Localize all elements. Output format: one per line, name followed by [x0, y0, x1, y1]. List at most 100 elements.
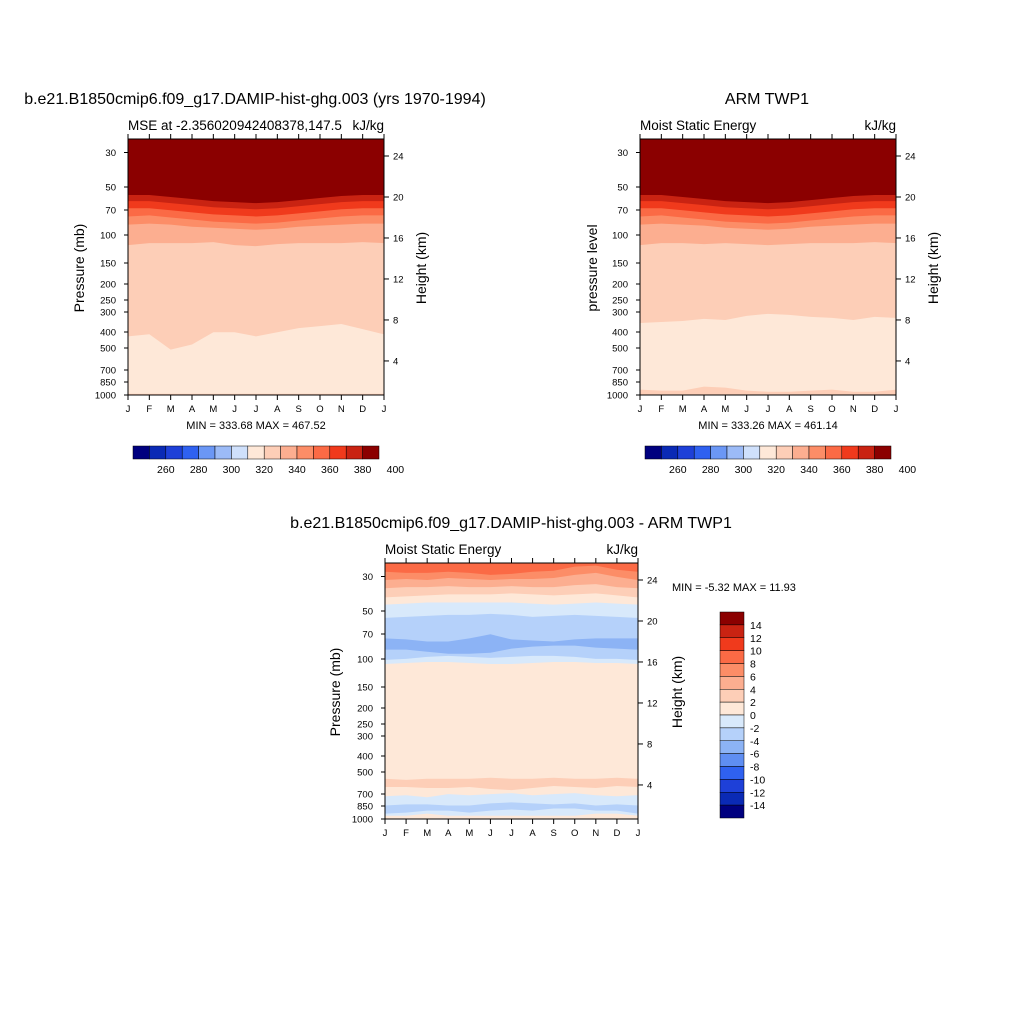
- y-tick-label: 1000: [95, 391, 116, 402]
- colorbar-swatch: [874, 445, 892, 460]
- panel-units-label: kJ/kg: [606, 542, 638, 557]
- colorbar-swatch: [231, 445, 249, 460]
- colorbar-swatch: [719, 611, 745, 626]
- y-right-tick-label: 16: [905, 233, 916, 244]
- colorbar-swatch: [329, 445, 347, 460]
- x-tick-label: J: [744, 404, 749, 415]
- y-tick-label: 30: [362, 572, 373, 583]
- x-tick-label: M: [209, 404, 217, 415]
- x-tick-label: N: [338, 404, 345, 415]
- y-right-tick-label: 12: [393, 274, 404, 285]
- colorbar-swatch: [181, 445, 199, 460]
- colorbar-swatch: [775, 445, 793, 460]
- y-tick-label: 100: [357, 655, 373, 666]
- x-tick-label: M: [167, 404, 175, 415]
- colorbar-swatch: [313, 445, 331, 460]
- colorbar-label: 2: [750, 697, 756, 709]
- colorbar-swatch: [710, 445, 728, 460]
- y-tick-label: 100: [612, 231, 628, 242]
- colorbar-swatch: [362, 445, 380, 460]
- x-tick-label: A: [189, 404, 196, 415]
- colorbar-label: 400: [387, 464, 405, 476]
- contour-band-17: [385, 563, 638, 575]
- colorbar-label: 320: [255, 464, 273, 476]
- y-axis-label: pressure level: [584, 224, 600, 311]
- colorbar-swatch: [719, 637, 745, 651]
- x-tick-label: J: [894, 404, 899, 415]
- colorbar-swatch: [296, 445, 314, 460]
- colorbar-swatch: [198, 445, 216, 460]
- colorbar-swatch: [719, 740, 745, 754]
- x-tick-label: J: [382, 404, 387, 415]
- min-max-label: MIN = 333.68 MAX = 467.52: [186, 420, 325, 432]
- colorbar-swatch: [719, 676, 745, 690]
- y-right-tick-label: 4: [905, 356, 910, 367]
- x-tick-label: J: [766, 404, 771, 415]
- colorbar: 260 280 300 320 340 360 380 400: [644, 445, 917, 476]
- colorbar-swatch: [719, 727, 745, 741]
- colorbar-label: -8: [750, 762, 759, 774]
- colorbar-swatch: [719, 663, 745, 677]
- colorbar-label: 6: [750, 671, 756, 683]
- contour-band-8: [128, 139, 384, 204]
- y-right-tick-label: 24: [905, 151, 916, 162]
- min-max-label: MIN = 333.26 MAX = 461.14: [698, 420, 837, 432]
- colorbar-swatch: [345, 445, 363, 460]
- colorbar-label: 380: [866, 464, 884, 476]
- y-right-tick-label: 24: [393, 151, 404, 162]
- y-tick-label: 250: [100, 295, 116, 306]
- colorbar-swatch: [719, 701, 745, 716]
- y-right-tick-label: 20: [647, 616, 658, 627]
- colorbar-swatch: [719, 624, 745, 638]
- y-axis-right-label: Height (km): [413, 232, 429, 304]
- y-tick-label: 500: [612, 343, 628, 354]
- y-tick-label: 200: [100, 279, 116, 290]
- colorbar-label: 320: [767, 464, 785, 476]
- x-tick-label: A: [445, 828, 452, 839]
- y-right-tick-label: 16: [647, 657, 658, 668]
- y-tick-label: 850: [100, 377, 116, 388]
- y-tick-label: 700: [612, 365, 628, 376]
- colorbar: 260 280 300 320 340 360 380 400: [132, 445, 405, 476]
- x-tick-label: S: [550, 828, 556, 839]
- colorbar-swatch: [857, 445, 875, 460]
- colorbar-label: 12: [750, 633, 762, 645]
- y-tick-label: 150: [357, 683, 373, 694]
- colorbar-swatch: [247, 445, 265, 460]
- y-tick-label: 70: [362, 629, 373, 640]
- y-right-tick-label: 12: [647, 698, 658, 709]
- panel-title: b.e21.B1850cmip6.f09_g17.DAMIP-hist-ghg.…: [290, 515, 732, 532]
- colorbar-swatch: [719, 766, 745, 780]
- colorbar-label: 14: [750, 620, 762, 632]
- colorbar-swatch: [165, 445, 183, 460]
- x-tick-label: A: [529, 828, 536, 839]
- y-tick-label: 400: [612, 327, 628, 338]
- colorbar-label: -12: [750, 787, 765, 799]
- y-right-tick-label: 12: [905, 274, 916, 285]
- y-tick-label: 700: [100, 365, 116, 376]
- colorbar-label: 400: [899, 464, 917, 476]
- y-tick-label: 30: [105, 148, 116, 159]
- colorbar-swatch: [759, 445, 777, 460]
- contour-band-8: [640, 139, 896, 204]
- y-tick-label: 150: [612, 259, 628, 270]
- x-tick-label: N: [592, 828, 599, 839]
- x-tick-label: M: [465, 828, 473, 839]
- panel-units-label: kJ/kg: [352, 118, 384, 133]
- y-tick-label: 300: [100, 308, 116, 319]
- colorbar-swatch: [214, 445, 232, 460]
- colorbar-swatch: [263, 445, 281, 460]
- x-tick-label: M: [721, 404, 729, 415]
- colorbar-swatch: [719, 650, 745, 664]
- y-tick-label: 500: [100, 343, 116, 354]
- colorbar-swatch: [719, 753, 745, 767]
- colorbar-label: 360: [321, 464, 339, 476]
- colorbar-label: 380: [354, 464, 372, 476]
- y-right-tick-label: 20: [393, 192, 404, 203]
- colorbar-label: -6: [750, 749, 759, 761]
- colorbar-label: 300: [735, 464, 753, 476]
- y-tick-label: 850: [612, 377, 628, 388]
- x-tick-label: J: [254, 404, 259, 415]
- colorbar-swatch: [132, 445, 150, 460]
